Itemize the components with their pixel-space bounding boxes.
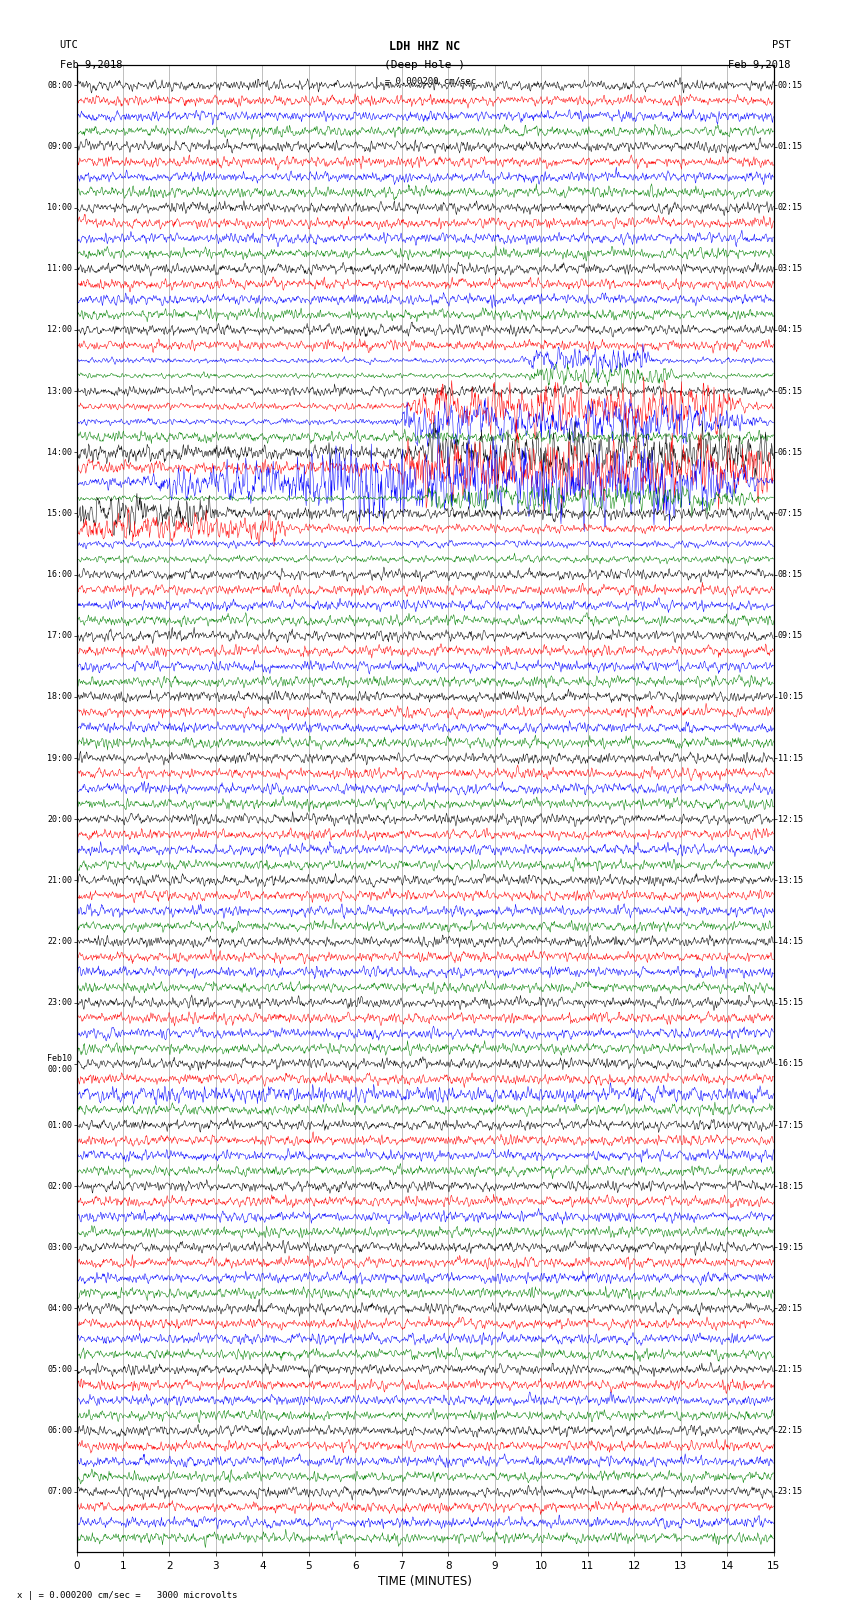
X-axis label: TIME (MINUTES): TIME (MINUTES) bbox=[378, 1574, 472, 1587]
Text: PST: PST bbox=[772, 40, 791, 50]
Text: Feb 9,2018: Feb 9,2018 bbox=[60, 60, 122, 69]
Text: Feb 9,2018: Feb 9,2018 bbox=[728, 60, 791, 69]
Text: x | = 0.000200 cm/sec =   3000 microvolts: x | = 0.000200 cm/sec = 3000 microvolts bbox=[17, 1590, 237, 1600]
Text: (Deep Hole ): (Deep Hole ) bbox=[384, 60, 466, 69]
Text: UTC: UTC bbox=[60, 40, 78, 50]
Text: | = 0.000200 cm/sec: | = 0.000200 cm/sec bbox=[374, 77, 476, 87]
Text: LDH HHZ NC: LDH HHZ NC bbox=[389, 40, 461, 53]
